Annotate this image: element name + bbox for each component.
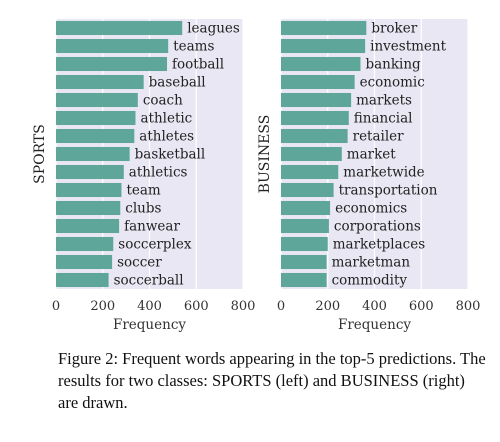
business-bar-label: marketman xyxy=(332,255,411,271)
business-y-axis-label: BUSINESS xyxy=(257,115,273,194)
sports-bar xyxy=(56,92,138,108)
sports-bar-label: fanwear xyxy=(124,219,180,235)
sports-x-axis-label: Frequency xyxy=(113,317,186,333)
sports-bar xyxy=(56,74,144,90)
figure-caption: Figure 2: Frequent words appearing in th… xyxy=(58,349,486,412)
sports-y-axis-label: SPORTS xyxy=(32,124,48,184)
sports-x-tick-label: 400 xyxy=(137,299,162,314)
business-bar xyxy=(281,110,349,126)
business-bar-label: marketwide xyxy=(343,165,424,181)
sports-bar xyxy=(56,38,169,54)
business-bar-label: economics xyxy=(335,201,407,217)
business-x-tick-label: 0 xyxy=(277,299,285,314)
sports-bar-label: baseball xyxy=(149,75,206,91)
sports-bar xyxy=(56,20,183,36)
business-bar-label: commodity xyxy=(332,273,408,289)
business-x-tick-label: 800 xyxy=(456,299,481,314)
sports-bar-label: soccer xyxy=(117,255,162,271)
sports-bar xyxy=(56,164,124,180)
business-bar-label: investment xyxy=(370,39,446,55)
sports-bar xyxy=(56,218,120,234)
business-bar xyxy=(281,272,327,288)
business-bar-label: markets xyxy=(356,93,412,109)
business-bar xyxy=(281,218,329,234)
sports-bar-label: clubs xyxy=(125,201,161,217)
business-bar xyxy=(281,92,352,108)
business-bar xyxy=(281,74,355,90)
sports-bar-label: football xyxy=(172,57,224,73)
business-bar-label: marketplaces xyxy=(333,237,425,253)
sports-bar-label: team xyxy=(126,183,160,199)
business-bar xyxy=(281,200,331,216)
business-bar-label: broker xyxy=(371,21,417,37)
business-bar xyxy=(281,236,328,252)
sports-x-tick-label: 600 xyxy=(184,299,209,314)
sports-bar xyxy=(56,146,130,162)
sports-bar-label: basketball xyxy=(135,147,206,163)
sports-bar-label: athletes xyxy=(139,129,194,145)
sports-x-tick-label: 800 xyxy=(231,299,256,314)
business-bar-label: economic xyxy=(360,75,425,91)
business-bar xyxy=(281,56,361,72)
business-bar xyxy=(281,182,334,198)
sports-bar xyxy=(56,56,168,72)
business-bar xyxy=(281,20,367,36)
sports-bar xyxy=(56,272,109,288)
business-x-tick-label: 400 xyxy=(362,299,387,314)
business-bar xyxy=(281,254,327,270)
business-bar xyxy=(281,128,348,144)
sports-bar-label: leagues xyxy=(187,21,240,37)
sports-bar xyxy=(56,200,121,216)
sports-bar-label: teams xyxy=(173,39,214,55)
sports-bar-label: coach xyxy=(143,93,183,109)
sports-x-tick-label: 0 xyxy=(52,299,60,314)
sports-bar-label: athletic xyxy=(140,111,192,127)
sports-bar-label: soccerball xyxy=(114,273,184,289)
business-bar xyxy=(281,38,366,54)
business-bar-label: market xyxy=(347,147,396,163)
sports-bar-label: soccerplex xyxy=(118,237,192,253)
business-bar-label: banking xyxy=(365,57,421,73)
business-x-axis-label: Frequency xyxy=(338,317,411,333)
business-bar xyxy=(281,164,339,180)
business-bar xyxy=(281,146,342,162)
sports-bar xyxy=(56,182,122,198)
sports-bar xyxy=(56,128,135,144)
sports-bar xyxy=(56,236,114,252)
business-x-tick-label: 600 xyxy=(409,299,434,314)
business-bar-label: corporations xyxy=(334,219,421,235)
business-bar-label: retailer xyxy=(353,129,405,145)
business-bar-label: transportation xyxy=(339,183,438,199)
business-bar-label: financial xyxy=(354,111,413,127)
sports-x-tick-label: 200 xyxy=(90,299,115,314)
sports-bar xyxy=(56,110,136,126)
figure-chart: leagues teams football baseball coach athleti… xyxy=(32,19,481,333)
sports-bar xyxy=(56,254,113,270)
business-x-tick-label: 200 xyxy=(315,299,340,314)
sports-bar-label: athletics xyxy=(129,165,188,181)
